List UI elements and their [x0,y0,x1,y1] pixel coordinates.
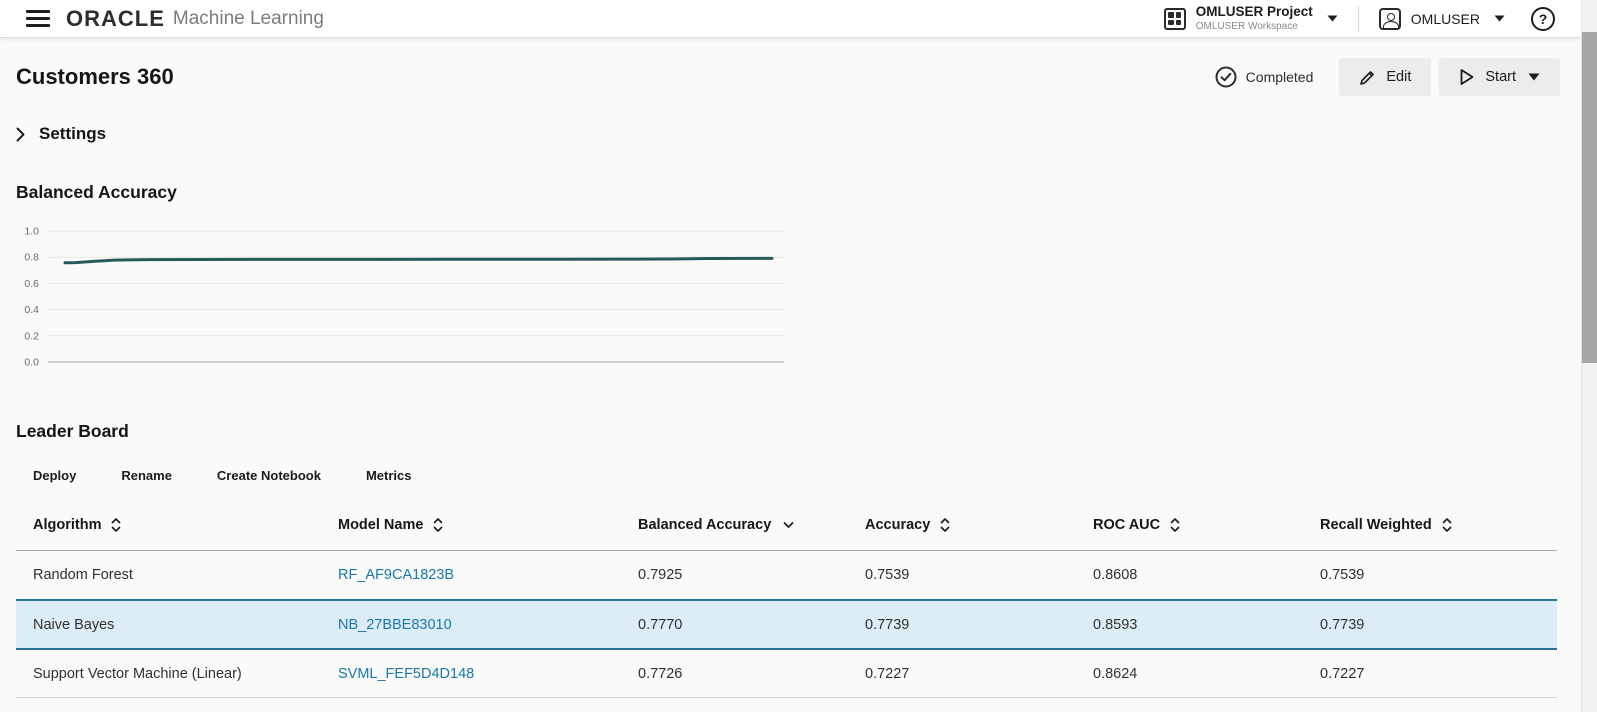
accuracy-cell: 0.7539 [865,567,910,583]
sort-both-icon[interactable] [111,517,122,532]
svg-text:0.4: 0.4 [24,304,39,316]
start-button-label: Start [1485,69,1516,85]
hamburger-menu-icon[interactable] [26,10,50,27]
chevron-down-icon[interactable] [1327,15,1338,22]
leaderboard-table: Algorithm Model Name Balanced Accuracy [16,499,1557,698]
pencil-icon [1360,70,1375,85]
svg-text:0.0: 0.0 [24,357,39,369]
model-name-link[interactable]: RF_AF9CA1823B [338,567,455,583]
product-title: Machine Learning [172,7,324,29]
play-icon [1460,69,1474,85]
leaderboard-toolbar: Deploy Rename Create Notebook Metrics [33,468,1581,483]
balanced-accuracy-cell: 0.7770 [638,616,683,633]
accuracy-cell: 0.7739 [865,616,910,633]
status-badge: Completed [1215,66,1314,88]
column-header-algorithm[interactable]: Algorithm [16,517,321,533]
sort-both-icon[interactable] [1442,517,1452,532]
table-row[interactable]: Support Vector Machine (Linear) SVML_FEF… [16,650,1557,698]
model-name-link[interactable]: NB_27BBE83010 [338,616,452,633]
page-title: Customers 360 [16,64,174,89]
project-name: OMLUSER Project [1195,4,1313,20]
main-content: Customers 360 Completed Edit [0,38,1581,698]
chevron-right-icon [16,127,25,141]
help-icon[interactable]: ? [1531,6,1555,31]
table-row-selected[interactable]: Naive Bayes NB_27BBE83010 0.7770 0.7739 … [16,599,1557,650]
line-chart-canvas: 1.0 0.8 0.6 0.4 0.2 0.0 [24,226,784,369]
model-name-link[interactable]: SVML_FEF5D4D148 [338,665,475,682]
roc-auc-cell: 0.8608 [1093,567,1138,583]
recall-weighted-cell: 0.7739 [1320,616,1365,633]
project-grid-icon [1163,7,1186,30]
svg-text:0.6: 0.6 [24,278,39,290]
sort-both-icon[interactable] [433,517,443,532]
topbar-divider [1357,5,1359,32]
experiment-actions: Completed Edit Start [1215,58,1560,96]
roc-auc-cell: 0.8593 [1093,616,1138,633]
experiment-header: Customers 360 Completed Edit [16,58,1581,96]
sort-both-icon[interactable] [940,517,950,532]
settings-label: Settings [39,124,107,143]
workspace-name: OMLUSER Workspace [1195,20,1298,32]
user-icon [1378,7,1401,30]
algorithm-cell: Support Vector Machine (Linear) [33,665,242,682]
leaderboard-title: Leader Board [16,421,129,441]
column-header-recall-weighted[interactable]: Recall Weighted [1303,517,1557,533]
column-header-model-name[interactable]: Model Name [321,517,621,533]
svg-text:0.8: 0.8 [24,252,39,264]
create-notebook-button[interactable]: Create Notebook [216,468,321,483]
column-header-roc-auc[interactable]: ROC AUC [1076,517,1303,533]
chevron-down-icon[interactable] [1494,15,1505,22]
edit-button-label: Edit [1386,69,1412,85]
deploy-button[interactable]: Deploy [33,468,77,483]
start-button[interactable]: Start [1439,58,1560,96]
table-header-row: Algorithm Model Name Balanced Accuracy [16,499,1557,551]
vertical-scrollbar[interactable] [1581,0,1597,712]
rename-button[interactable]: Rename [121,468,172,483]
topbar-right-group: OMLUSER Project OMLUSER Workspace OMLUSE… [1163,4,1555,32]
svg-text:0.2: 0.2 [24,330,39,342]
balanced-accuracy-cell: 0.7726 [638,665,683,682]
user-menu[interactable]: OMLUSER [1378,7,1505,30]
table-row[interactable]: Random Forest RF_AF9CA1823B 0.7925 0.753… [16,551,1557,599]
column-header-accuracy[interactable]: Accuracy [848,517,1076,533]
chart-title: Balanced Accuracy [16,182,177,202]
check-circle-icon [1215,66,1237,88]
algorithm-cell: Naive Bayes [33,616,115,633]
username: OMLUSER [1410,10,1480,27]
settings-expander[interactable]: Settings [16,124,1581,144]
project-switcher[interactable]: OMLUSER Project OMLUSER Workspace [1163,4,1338,32]
top-app-bar: ORACLE Machine Learning OMLUSER Project … [0,0,1581,38]
sort-both-icon[interactable] [1170,517,1180,532]
roc-auc-cell: 0.8624 [1093,665,1138,682]
accuracy-cell: 0.7227 [865,665,910,682]
start-dropdown-caret-icon[interactable] [1528,73,1540,81]
metrics-button[interactable]: Metrics [365,468,412,483]
oracle-logo: ORACLE [66,5,165,31]
svg-text:1.0: 1.0 [24,226,39,238]
column-header-balanced-accuracy[interactable]: Balanced Accuracy [621,517,848,533]
recall-weighted-cell: 0.7539 [1320,567,1365,583]
scrollbar-thumb[interactable] [1582,32,1597,363]
sort-desc-icon[interactable] [783,521,794,528]
algorithm-cell: Random Forest [33,567,133,583]
status-label: Completed [1245,69,1314,85]
balanced-accuracy-chart: 1.0 0.8 0.6 0.4 0.2 0.0 [16,215,1581,385]
recall-weighted-cell: 0.7227 [1320,665,1365,682]
edit-button[interactable]: Edit [1339,58,1432,96]
balanced-accuracy-cell: 0.7925 [638,567,683,583]
